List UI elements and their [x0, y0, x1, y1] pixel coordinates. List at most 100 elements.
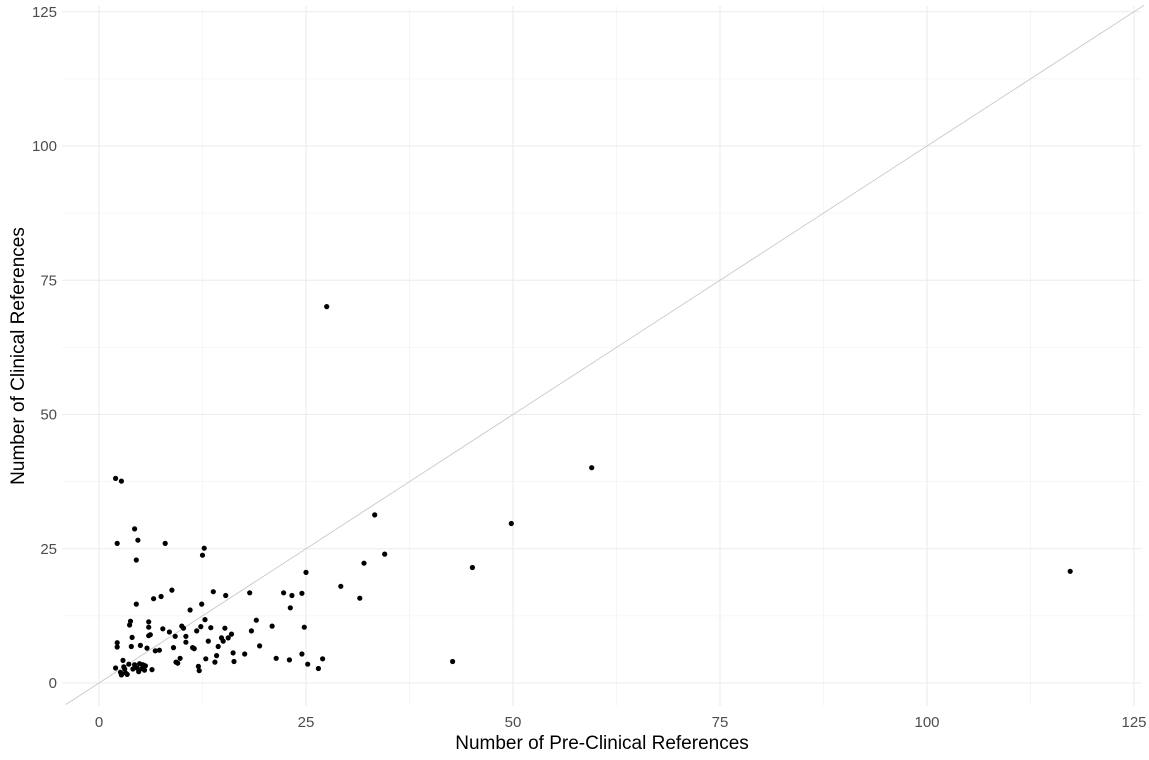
data-point: [469, 564, 475, 571]
data-point: [172, 633, 178, 639]
data-point: [120, 657, 126, 664]
data-point: [450, 658, 456, 665]
data-point: [133, 601, 139, 607]
y-axis-tick-labels: 0 25 50 75 100 125: [32, 4, 57, 692]
data-point: [142, 663, 148, 669]
data-point: [257, 643, 263, 649]
data-point: [338, 583, 344, 589]
y-tick-label: 25: [40, 541, 57, 558]
data-point: [132, 526, 138, 532]
y-tick-label: 125: [32, 4, 57, 21]
data-point: [324, 304, 330, 310]
data-point: [320, 656, 326, 662]
data-point: [315, 665, 321, 672]
data-point: [305, 661, 311, 667]
x-tick-label: 0: [95, 714, 103, 731]
data-point: [114, 644, 120, 650]
data-point: [223, 592, 229, 599]
data-point: [286, 657, 292, 663]
data-point: [170, 645, 177, 651]
data-point: [269, 623, 275, 629]
data-point: [180, 625, 187, 631]
major-gridlines: [62, 6, 1141, 706]
y-tick-label: 0: [49, 675, 57, 692]
data-point: [198, 624, 204, 630]
data-point: [113, 475, 119, 481]
y-tick-label: 50: [40, 407, 57, 424]
data-point: [130, 666, 136, 672]
data-point: [301, 624, 307, 630]
data-point: [194, 628, 200, 634]
data-point: [199, 552, 206, 558]
data-point: [135, 537, 141, 543]
data-point: [156, 647, 162, 653]
data-point: [136, 669, 142, 675]
data-point: [187, 607, 193, 613]
data-point: [118, 478, 124, 484]
data-point: [149, 667, 155, 673]
data-point: [208, 625, 214, 631]
identity-reference-line: [65, 4, 1145, 705]
data-point: [508, 520, 514, 527]
data-point: [175, 660, 181, 666]
data-point: [273, 655, 279, 661]
data-point: [183, 639, 189, 645]
y-tick-label: 75: [40, 272, 57, 289]
data-point: [231, 658, 237, 665]
data-point: [158, 593, 164, 600]
data-point: [220, 638, 226, 644]
data-point: [152, 648, 158, 654]
data-points: [113, 304, 1073, 678]
data-point: [247, 590, 253, 596]
data-point: [357, 595, 363, 601]
data-point: [203, 656, 209, 662]
data-point: [589, 465, 595, 471]
data-point: [144, 645, 150, 651]
data-point: [199, 601, 205, 607]
data-point: [191, 646, 197, 652]
data-point: [166, 629, 172, 635]
x-tick-label: 25: [298, 714, 315, 731]
data-point: [129, 634, 135, 641]
data-point: [160, 626, 166, 632]
data-point: [201, 545, 207, 551]
x-tick-label: 75: [712, 714, 729, 731]
data-point: [202, 617, 208, 623]
x-tick-label: 100: [914, 714, 939, 731]
data-point: [287, 605, 293, 611]
data-point: [141, 667, 148, 673]
data-point: [137, 642, 143, 649]
data-point: [248, 628, 254, 634]
data-point: [114, 640, 120, 646]
data-point: [146, 619, 152, 625]
data-point: [133, 557, 139, 563]
x-axis-title: Number of Pre-Clinical References: [455, 733, 749, 754]
data-point: [382, 551, 388, 557]
x-axis-tick-labels: 0 25 50 75 100 125: [95, 714, 1147, 731]
data-point: [228, 631, 235, 637]
data-point: [177, 655, 183, 661]
data-point: [222, 625, 228, 631]
data-point: [242, 651, 248, 657]
data-point: [169, 587, 175, 593]
data-point: [303, 569, 309, 576]
y-axis-title: Number of Clinical References: [8, 227, 29, 485]
data-point: [151, 596, 157, 602]
data-point: [1067, 568, 1073, 574]
data-point: [361, 560, 367, 566]
data-point: [225, 635, 231, 641]
data-point: [210, 589, 216, 595]
data-point: [299, 651, 305, 657]
data-point: [195, 663, 201, 670]
data-point: [196, 668, 202, 674]
y-tick-label: 100: [32, 138, 57, 155]
data-point: [212, 659, 218, 665]
data-point: [289, 592, 295, 599]
data-point: [162, 540, 168, 547]
data-point: [183, 633, 189, 639]
x-tick-label: 50: [505, 714, 522, 731]
minor-gridlines: [62, 6, 1141, 706]
data-point: [205, 638, 211, 644]
data-point: [126, 661, 132, 667]
